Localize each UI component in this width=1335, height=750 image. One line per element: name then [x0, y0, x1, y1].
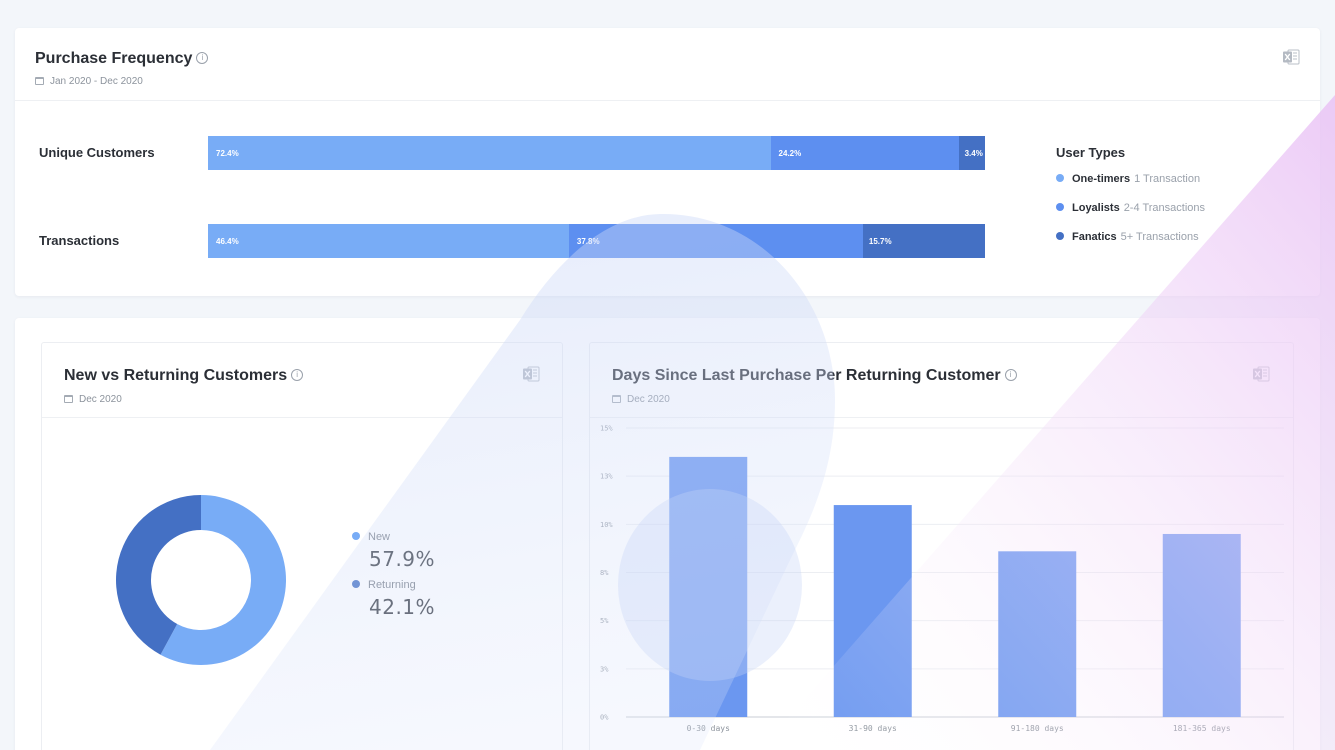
- y-tick-label: 15%: [600, 425, 613, 433]
- legend-dot: [1056, 232, 1064, 240]
- donut-legend-returning[interactable]: Returning: [352, 579, 416, 591]
- purchase-frequency-title: Purchase Frequency i: [35, 50, 209, 68]
- legend-item-loyalists[interactable]: Loyalists 2-4 Transactions: [1056, 202, 1205, 214]
- x-tick-label: 31-90 days: [849, 724, 897, 733]
- info-icon[interactable]: i: [196, 51, 209, 64]
- bar-segment-loyalists[interactable]: 37.8%: [568, 224, 863, 258]
- y-tick-label: 3%: [600, 665, 609, 673]
- calendar-icon: [64, 395, 73, 403]
- legend-item-fanatics[interactable]: Fanatics 5+ Transactions: [1056, 231, 1199, 243]
- donut-slice-returning[interactable]: [116, 495, 201, 655]
- legend-item-one-timers[interactable]: One-timers 1 Transaction: [1056, 173, 1200, 185]
- new-vs-returning-donut: [116, 495, 286, 665]
- new-vs-returning-date: Dec 2020: [64, 394, 122, 405]
- card-divider: [15, 100, 1320, 101]
- donut-legend-new[interactable]: New: [352, 531, 390, 543]
- y-tick-label: 0%: [600, 714, 609, 722]
- days-since-last-purchase-chart: 0% 3% 5% 8% 10% 13% 15% 0-30 days 31-90 days 91-1…: [600, 425, 1284, 733]
- legend-dot: [352, 580, 360, 588]
- bar-181-365-days[interactable]: [1162, 533, 1241, 717]
- panel-divider: [42, 417, 562, 418]
- info-icon[interactable]: i: [291, 368, 304, 381]
- donut-value-returning: 42.1%: [369, 595, 436, 619]
- y-tick-label: 13%: [600, 473, 613, 481]
- donut-value-new: 57.9%: [369, 547, 436, 571]
- row-label-transactions: Transactions: [39, 233, 120, 248]
- bar-segment-fanatics[interactable]: 15.7%: [862, 224, 985, 258]
- bar-0-30-days[interactable]: [669, 456, 748, 717]
- row-label-unique-customers: Unique Customers: [39, 145, 155, 160]
- bar-segment-one-timers[interactable]: 72.4%: [208, 136, 771, 170]
- customer-analytics-card: New vs Returning Customers i Dec 2020 New…: [15, 318, 1320, 750]
- legend-dot: [352, 532, 360, 540]
- legend-dot: [1056, 203, 1064, 211]
- new-vs-returning-panel: New vs Returning Customers i Dec 2020 New…: [41, 342, 563, 750]
- purchase-frequency-date: Jan 2020 - Dec 2020: [35, 76, 143, 87]
- calendar-icon: [35, 77, 44, 85]
- x-tick-label: 0-30 days: [687, 724, 731, 733]
- legend-title: User Types: [1056, 145, 1126, 160]
- bar-segment-loyalists[interactable]: 24.2%: [770, 136, 959, 170]
- bar-31-90-days[interactable]: [833, 505, 912, 717]
- x-tick-label: 91-180 days: [1011, 724, 1064, 733]
- x-tick-label: 181-365 days: [1173, 724, 1231, 733]
- y-tick-label: 8%: [600, 569, 609, 577]
- legend-dot: [1056, 174, 1064, 182]
- stacked-bar-transactions: 46.4% 37.8% 15.7%: [208, 224, 985, 258]
- bar-segment-one-timers[interactable]: 46.4%: [208, 224, 569, 258]
- stacked-bar-unique-customers: 72.4% 24.2% 3.4%: [208, 136, 985, 170]
- purchase-frequency-card: Purchase Frequency i Jan 2020 - Dec 2020 …: [15, 28, 1320, 296]
- bar-91-180-days[interactable]: [998, 551, 1077, 717]
- new-vs-returning-title: New vs Returning Customers i: [64, 367, 304, 385]
- y-tick-label: 10%: [600, 521, 613, 529]
- excel-export-icon[interactable]: [522, 366, 540, 382]
- y-tick-label: 5%: [600, 617, 609, 625]
- excel-export-icon[interactable]: [1282, 49, 1300, 65]
- bar-segment-fanatics[interactable]: 3.4%: [958, 136, 985, 170]
- days-since-last-purchase-panel: Days Since Last Purchase Per Returning C…: [589, 342, 1294, 750]
